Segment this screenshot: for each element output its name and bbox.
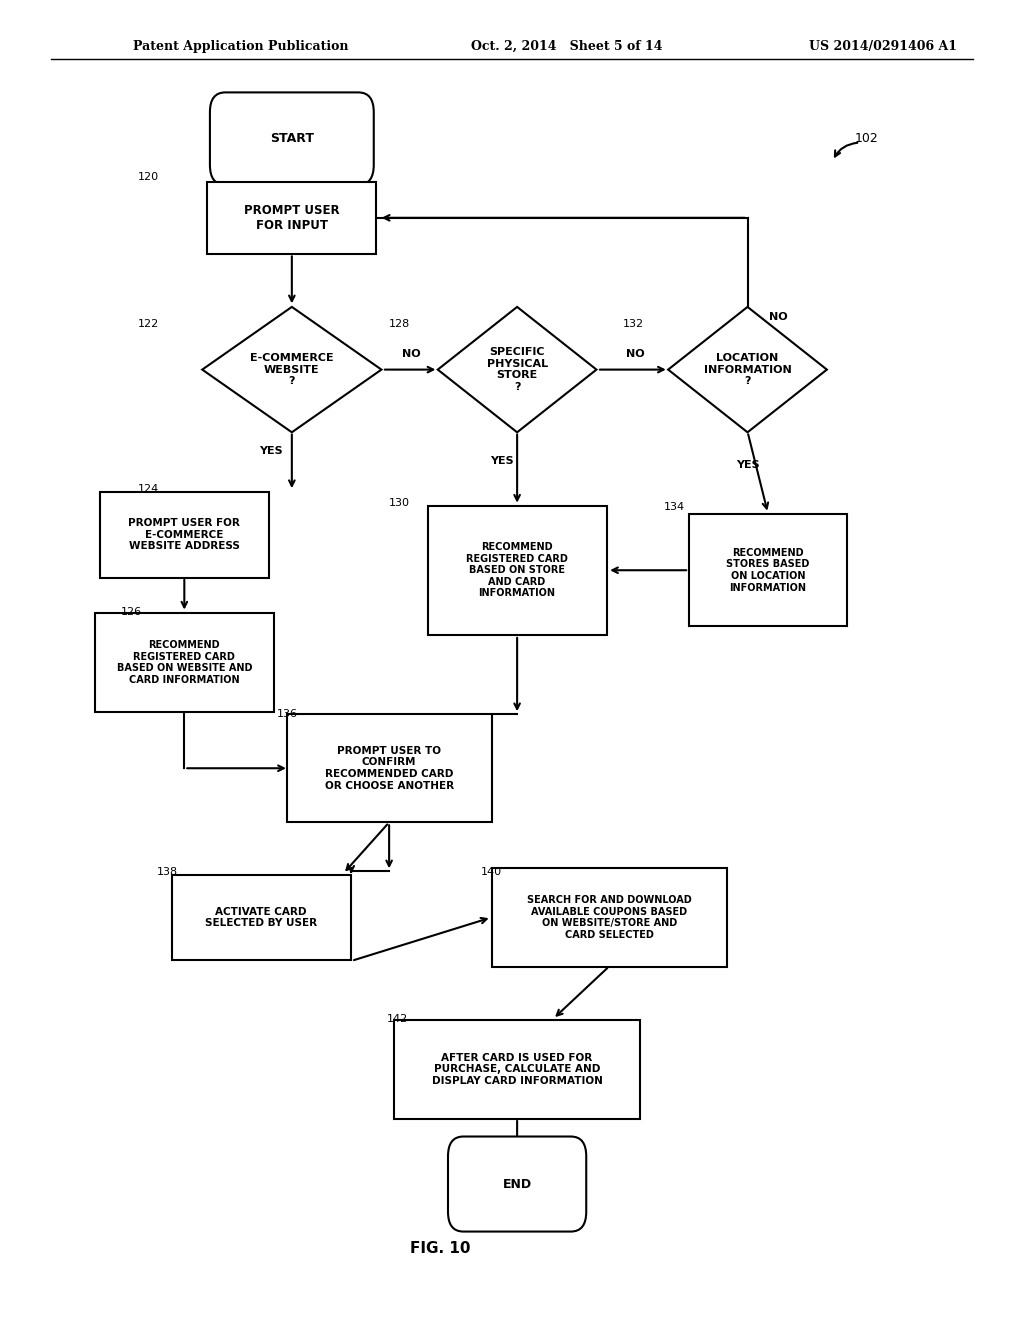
FancyBboxPatch shape [428, 506, 606, 635]
Text: SEARCH FOR AND DOWNLOAD
AVAILABLE COUPONS BASED
ON WEBSITE/STORE AND
CARD SELECT: SEARCH FOR AND DOWNLOAD AVAILABLE COUPON… [527, 895, 691, 940]
Text: START: START [270, 132, 313, 145]
FancyBboxPatch shape [492, 869, 727, 966]
Text: RECOMMEND
REGISTERED CARD
BASED ON STORE
AND CARD
INFORMATION: RECOMMEND REGISTERED CARD BASED ON STORE… [466, 543, 568, 598]
Text: 122: 122 [138, 319, 160, 330]
Text: NO: NO [626, 348, 644, 359]
Text: 136: 136 [276, 709, 298, 719]
Text: 132: 132 [623, 319, 644, 330]
Text: Patent Application Publication: Patent Application Publication [133, 40, 348, 53]
Polygon shape [668, 308, 827, 433]
Text: 140: 140 [481, 867, 503, 878]
Text: FIG. 10: FIG. 10 [410, 1241, 471, 1257]
Text: 130: 130 [389, 498, 411, 508]
Text: NO: NO [402, 348, 421, 359]
Text: PROMPT USER TO
CONFIRM
RECOMMENDED CARD
OR CHOOSE ANOTHER: PROMPT USER TO CONFIRM RECOMMENDED CARD … [325, 746, 454, 791]
Text: 126: 126 [121, 607, 142, 618]
FancyBboxPatch shape [688, 515, 848, 627]
Text: US 2014/0291406 A1: US 2014/0291406 A1 [809, 40, 957, 53]
Text: 102: 102 [855, 132, 879, 145]
FancyBboxPatch shape [210, 92, 374, 185]
Text: PROMPT USER FOR
E-COMMERCE
WEBSITE ADDRESS: PROMPT USER FOR E-COMMERCE WEBSITE ADDRE… [128, 517, 241, 552]
FancyBboxPatch shape [287, 714, 492, 822]
Text: 120: 120 [138, 172, 160, 182]
Text: YES: YES [489, 455, 514, 466]
Text: 124: 124 [138, 484, 160, 495]
Text: SPECIFIC
PHYSICAL
STORE
?: SPECIFIC PHYSICAL STORE ? [486, 347, 548, 392]
Text: 134: 134 [664, 502, 685, 512]
Text: Oct. 2, 2014   Sheet 5 of 14: Oct. 2, 2014 Sheet 5 of 14 [471, 40, 663, 53]
FancyBboxPatch shape [449, 1137, 586, 1232]
Text: END: END [503, 1177, 531, 1191]
Polygon shape [438, 308, 596, 433]
Text: LOCATION
INFORMATION
?: LOCATION INFORMATION ? [703, 352, 792, 387]
Text: 138: 138 [157, 867, 178, 878]
FancyBboxPatch shape [394, 1020, 640, 1119]
FancyBboxPatch shape [99, 492, 268, 578]
Text: E-COMMERCE
WEBSITE
?: E-COMMERCE WEBSITE ? [250, 352, 334, 387]
Text: RECOMMEND
STORES BASED
ON LOCATION
INFORMATION: RECOMMEND STORES BASED ON LOCATION INFOR… [726, 548, 810, 593]
Text: 142: 142 [387, 1014, 409, 1024]
Text: NO: NO [769, 312, 787, 322]
Polygon shape [202, 308, 381, 433]
Text: ACTIVATE CARD
SELECTED BY USER: ACTIVATE CARD SELECTED BY USER [205, 907, 317, 928]
Text: AFTER CARD IS USED FOR
PURCHASE, CALCULATE AND
DISPLAY CARD INFORMATION: AFTER CARD IS USED FOR PURCHASE, CALCULA… [432, 1052, 602, 1086]
Text: YES: YES [259, 446, 284, 457]
Text: RECOMMEND
REGISTERED CARD
BASED ON WEBSITE AND
CARD INFORMATION: RECOMMEND REGISTERED CARD BASED ON WEBSI… [117, 640, 252, 685]
Text: 128: 128 [389, 319, 411, 330]
FancyBboxPatch shape [207, 181, 376, 253]
FancyBboxPatch shape [94, 612, 273, 713]
Text: YES: YES [735, 459, 760, 470]
Text: PROMPT USER
FOR INPUT: PROMPT USER FOR INPUT [244, 203, 340, 232]
FancyBboxPatch shape [172, 875, 350, 961]
